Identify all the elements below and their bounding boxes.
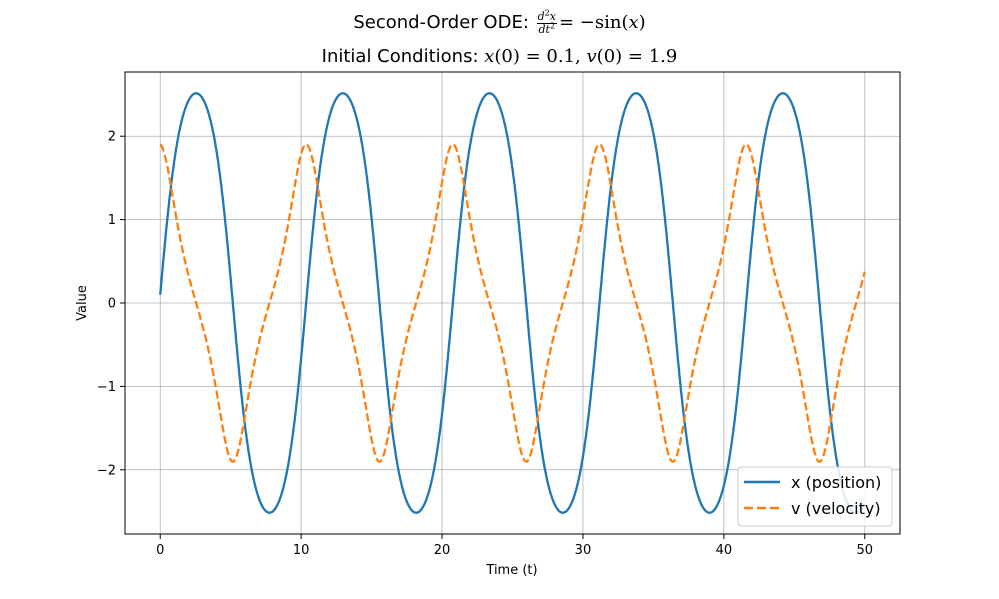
series-line-v [159,143,866,463]
subtitle-text: Initial Conditions: [321,46,485,67]
legend-label-x: x (position) [791,473,881,492]
ticks: 0 10 20 30 40 50 −2 −1 0 1 2 [97,130,873,558]
y-tick-label: 0 [108,297,116,312]
title-text: Second-Order ODE: [353,12,535,33]
x-tick-label: 10 [293,543,310,558]
y-tick-label: −1 [97,380,116,395]
x-tick-label: 30 [575,543,592,558]
title-rhs: = −sin( [558,12,629,33]
x-tick-label: 0 [156,543,164,558]
y-tick-label: 2 [108,130,116,145]
y-axis-label: Value [75,285,90,321]
title-fraction: d2x dt2 [536,7,557,36]
y-tick-label: −2 [97,463,116,478]
chart-title-line1: Second-Order ODE: d2x dt2 = −sin(x) [353,7,646,36]
series-line-x [159,92,866,514]
x-tick-label: 20 [434,543,451,558]
legend: x (position) v (velocity) [737,466,893,527]
x-axis-label: Time (t) [485,563,537,578]
x-tick-label: 40 [716,543,733,558]
legend-label-v: v (velocity) [791,499,881,518]
chart-title-line2: Initial Conditions: x(0) = 0.1, v(0) = 1… [321,46,678,67]
x-tick-label: 50 [856,543,873,558]
series-layer [159,92,866,514]
y-tick-label: 1 [108,213,116,228]
